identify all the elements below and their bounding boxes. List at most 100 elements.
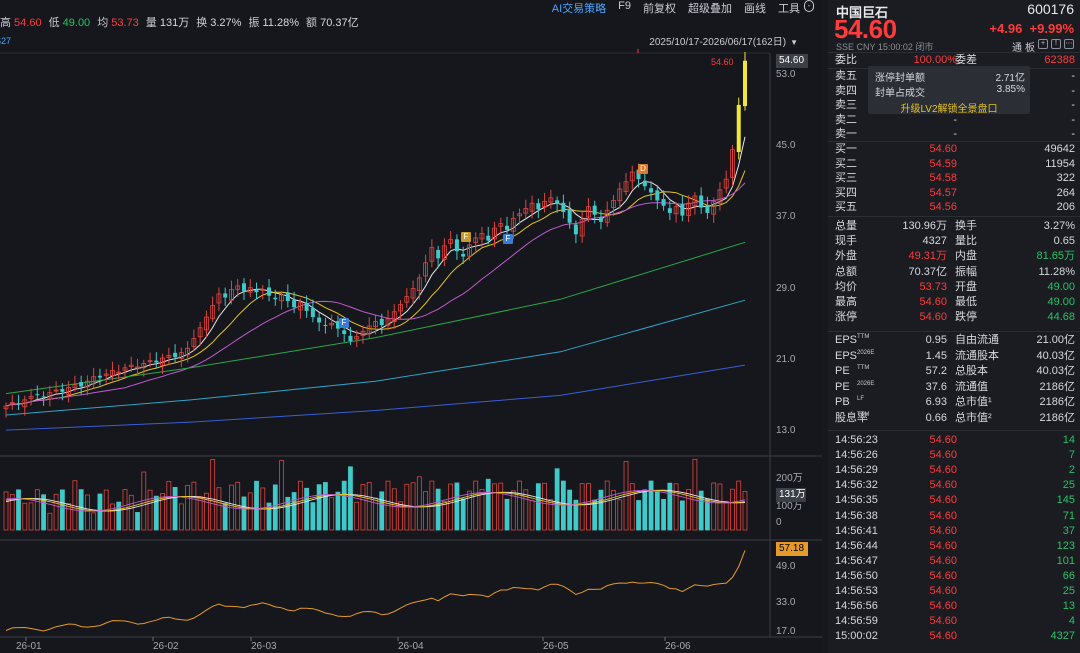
stat-value: 81.65万 [1036,250,1075,263]
weicha-value: 62388 [1044,54,1075,66]
toolbar-item[interactable]: 画线 [744,3,766,15]
stat-value: 0.65 [1053,235,1075,248]
tick-volume: 25 [1062,585,1075,597]
candle [16,394,21,411]
fin-value: 1.45 [925,349,947,362]
tick-row: 14:56:53 54.60 25 [835,584,1075,599]
stat-value: 11.28% [1038,265,1076,278]
fin-row: EPS 2026E 1.45 流通股本 40.03亿 [835,349,1075,364]
stat-value: 70.37亿 [908,265,947,278]
candle [166,347,172,365]
volume-bar [454,482,460,531]
summary-item: 低 49.00 [49,14,91,30]
toolbar-item[interactable]: 前复权 [643,3,676,15]
fin-value: 40.03亿 [1036,365,1075,377]
ask-row: 卖二 - - [835,113,1075,128]
fin-label-suffix: 2026E [857,349,875,356]
volume-bar [204,492,209,531]
tick-price: 54.60 [929,615,957,628]
minimize-icon[interactable]: - [804,0,814,12]
volume-bar [153,495,159,531]
chevron-down-icon[interactable]: ▼ [790,38,798,47]
ask-label: 卖三 [835,99,857,112]
candle [292,291,297,314]
fin-label: 自由流通 [955,334,999,346]
fin-label: PB [835,396,850,408]
volume-bar [398,501,403,531]
date-range-selector[interactable]: 2025/10/17-2026/06/17(162日) ▼ [649,33,798,48]
ban-badge[interactable]: 板 [1025,43,1035,54]
more-icon[interactable]: ⋯ [1064,39,1074,49]
candle [173,344,178,363]
candle [529,195,535,219]
osc-axis-label: 49.0 [776,561,796,572]
bid-volume: 49642 [1044,143,1075,155]
summary-label: 换 [196,17,208,29]
weibi-label: 委比 [835,54,857,66]
stat-label: 均价 [835,280,857,293]
add-icon[interactable]: + [1038,39,1048,49]
alert-icon[interactable]: ! [1051,39,1061,49]
volume-bar [448,483,454,531]
stat-row: 均价 53.73 开盘 49.00 [835,280,1075,295]
signal-marker[interactable]: D [638,164,648,174]
candle [28,388,34,406]
volume-bar [673,483,679,531]
candle [567,201,572,229]
volume-bar [579,483,585,531]
tick-volume: 4327 [1050,630,1075,643]
toolbar-item[interactable]: AI交易策略 [551,3,607,15]
kline-chart[interactable]: 高 54.60 低 49.00 均 53.73 量 131万换 3.27% 振 11.2… [0,0,822,653]
volume-bar [3,491,9,531]
signal-marker[interactable]: F [339,318,349,328]
tick-row: 14:56:26 54.60 7 [835,448,1075,463]
candle [404,288,410,308]
signal-marker[interactable]: F [503,234,513,244]
volume-bar [586,483,591,531]
volume-bar [479,489,485,531]
toolbar-item[interactable]: F9 [618,0,631,12]
volume-bar [629,483,635,531]
candle [235,278,241,297]
volume-bar [598,489,604,531]
stat-value: 4327 [922,235,947,248]
candle [160,353,165,374]
signal-marker[interactable]: F [461,232,471,242]
tick-price: 54.60 [929,509,957,522]
summary-label: 振 [248,17,260,29]
candle [116,364,122,380]
candle [379,313,384,334]
chart-toolbar: AI交易策略 F9 前复权 超级叠加 画线 工具 [551,0,800,15]
bid-label: 买四 [835,186,857,199]
candle [649,181,654,201]
chart-canvas [0,49,822,641]
tick-time: 14:56:47 [835,554,878,567]
tick-time: 14:56:35 [835,494,878,507]
volume-bar [110,503,115,531]
volume-bar [517,480,522,531]
ma10-line [5,170,746,407]
volume-bar [498,482,504,531]
volume-bar [335,491,341,531]
volume-bar [654,490,660,531]
volume-bar [736,480,742,531]
upgrade-lv2-button[interactable]: 升级LV2解锁全景盘口 [900,104,998,115]
toolbar-item[interactable]: 工具 [778,3,800,15]
tick-time: 14:56:53 [835,585,878,597]
tong-badge[interactable]: 通 [1012,43,1022,54]
market-status: SSE CNY 15:00:02 闭市 [836,42,934,52]
candle [699,187,704,214]
quote-panel: 中国巨石 600176 54.60 +4.96 +9.99% SSE CNY 1… [828,0,1080,653]
toolbar-item[interactable]: 超级叠加 [688,3,732,15]
candle [598,210,603,230]
bid-volume: 11954 [1045,157,1075,170]
fin-row: PB LF 6.93 总市值¹ 2186亿 [835,395,1075,410]
candle [586,198,591,223]
fin-label-suffix: LF [857,396,865,402]
bid-volume: 206 [1056,201,1075,214]
tick-price: 54.60 [929,479,957,492]
tick-price: 54.60 [929,434,957,446]
date-axis-label: 26-02 [153,641,179,652]
candle [317,312,322,332]
fin-value: 0.95 [925,334,947,346]
